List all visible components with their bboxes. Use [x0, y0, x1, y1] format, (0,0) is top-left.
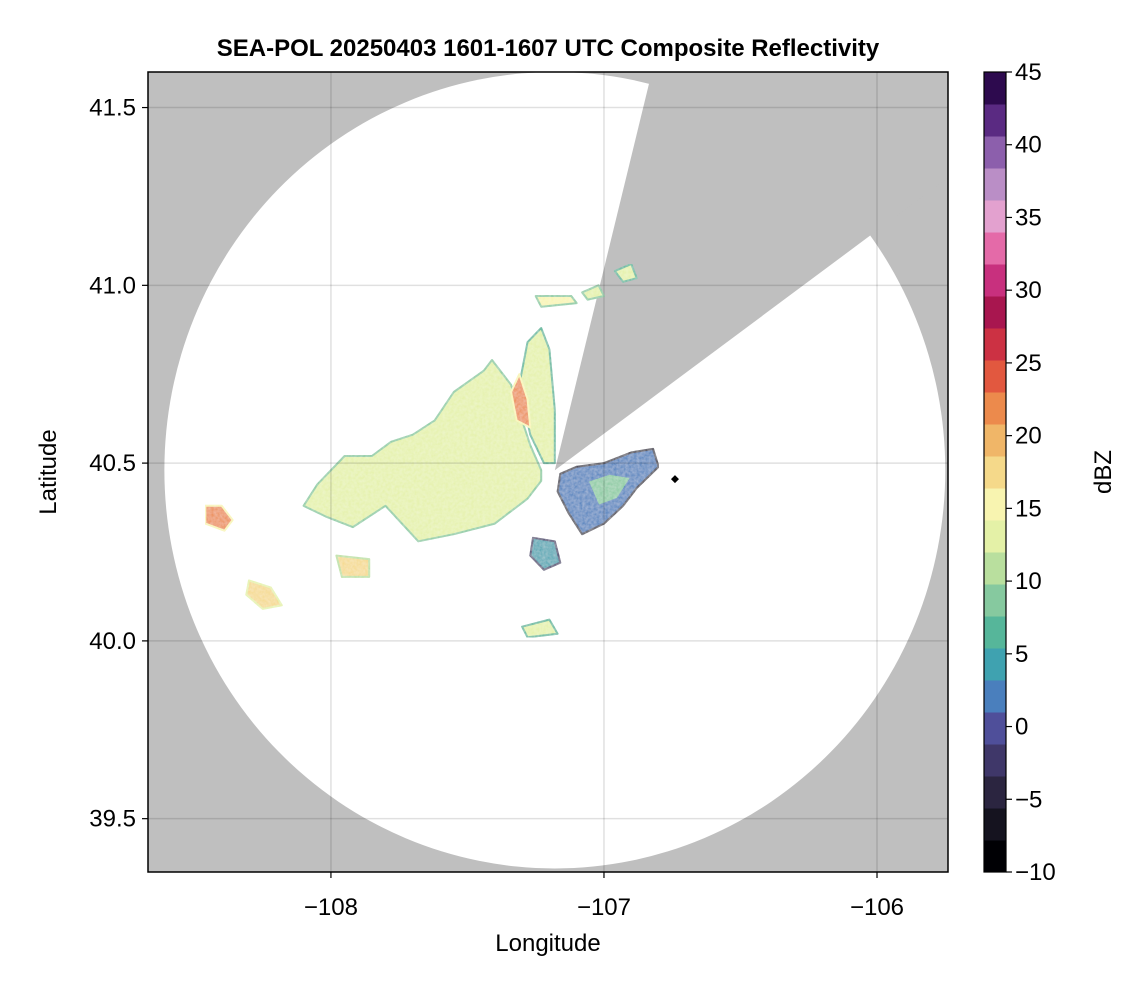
- colorbar-segment: [984, 584, 1006, 617]
- colorbar-tick-label: 20: [1015, 423, 1042, 450]
- echo-south-cell-2: [521, 618, 559, 639]
- colorbar-segment: [984, 200, 1006, 233]
- colorbar-segment: [984, 328, 1006, 361]
- colorbar-segment: [984, 360, 1006, 393]
- x-tick-label: −107: [577, 894, 631, 921]
- echo-south-cell: [529, 536, 562, 571]
- colorbar-segment: [984, 616, 1006, 649]
- colorbar-segment: [984, 808, 1006, 841]
- y-axis-label: Latitude: [35, 429, 62, 514]
- colorbar-frame: [983, 71, 1007, 873]
- colorbar-segment: [984, 712, 1006, 745]
- echo-east-core: [586, 472, 633, 507]
- colorbar-tick-label: 40: [1015, 132, 1042, 159]
- echo-n-band-1: [534, 295, 578, 308]
- colorbar-tick-label: 0: [1015, 714, 1028, 741]
- colorbar-tick-label: 10: [1015, 568, 1042, 595]
- y-axis: 39.5 40.0 40.5 41.0 41.5: [89, 95, 148, 833]
- colorbar-segment: [984, 136, 1006, 169]
- colorbar-segment: [984, 488, 1006, 521]
- colorbar-tick-label: 45: [1015, 59, 1042, 86]
- colorbar-segment: [984, 776, 1006, 809]
- colorbar-segment: [984, 520, 1006, 553]
- colorbar-label: dBZ: [1090, 450, 1117, 494]
- colorbar-segment: [984, 232, 1006, 265]
- colorbar-tick-label: −10: [1015, 859, 1056, 886]
- colorbar-segment: [984, 72, 1006, 105]
- x-axis: −108 −107 −106: [304, 872, 904, 921]
- y-tick-label: 40.0: [89, 628, 136, 655]
- colorbar-segment: [984, 104, 1006, 137]
- colorbar-tick-label: 25: [1015, 350, 1042, 377]
- colorbar-segment: [984, 648, 1006, 681]
- colorbar-tick-label: 5: [1015, 641, 1028, 668]
- y-tick-label: 41.5: [89, 95, 136, 122]
- echo-main: [302, 359, 543, 543]
- y-tick-label: 39.5: [89, 806, 136, 833]
- colorbar-tick-label: 15: [1015, 495, 1042, 522]
- colorbar-segment: [984, 552, 1006, 585]
- point-marker: [670, 475, 679, 484]
- y-tick-label: 40.5: [89, 450, 136, 477]
- plot-area: [147, 71, 949, 873]
- colorbar-segment: [984, 264, 1006, 297]
- blocked-sector: [554, 72, 948, 471]
- colorbar: −10 −5 0 5 10 15 20 25 30 35 40 45 dBZ: [983, 59, 1117, 886]
- echo-layer: [204, 263, 660, 639]
- echo-far-west-cell: [204, 504, 234, 532]
- x-tick-label: −108: [304, 894, 358, 921]
- colorbar-tick-label: −5: [1015, 786, 1042, 813]
- echo-sw-cell-1: [245, 579, 283, 610]
- colorbar-tick-label: 35: [1015, 204, 1042, 231]
- y-tick-label: 41.0: [89, 272, 136, 299]
- echo-ne-band: [613, 263, 638, 283]
- echo-north-arm: [518, 327, 556, 465]
- plot-frame: [147, 71, 949, 873]
- colorbar-segment: [984, 456, 1006, 489]
- colorbar-segment: [984, 168, 1006, 201]
- colorbar-segment: [984, 392, 1006, 425]
- colorbar-segment: [984, 680, 1006, 713]
- grid: [148, 72, 948, 872]
- colorbar-segment: [984, 296, 1006, 329]
- colorbar-tick-label: 30: [1015, 277, 1042, 304]
- echo-north-core: [510, 373, 532, 429]
- echo-sw-cell-2: [335, 554, 371, 578]
- colorbar-segment: [984, 424, 1006, 457]
- x-axis-label: Longitude: [495, 930, 600, 957]
- chart-title: SEA-POL 20250403 1601-1607 UTC Composite…: [217, 35, 880, 62]
- echo-n-band-2: [581, 284, 605, 301]
- x-tick-label: −106: [850, 894, 904, 921]
- colorbar-segment: [984, 840, 1006, 873]
- colorbar-segment: [984, 744, 1006, 777]
